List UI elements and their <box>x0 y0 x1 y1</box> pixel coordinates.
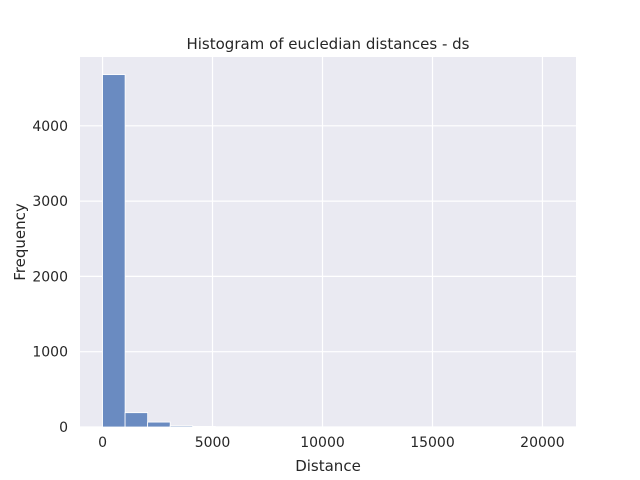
y-tick-label: 2000 <box>32 269 68 285</box>
bars <box>102 74 554 428</box>
chart-title: Histogram of eucledian distances - ds <box>186 35 469 53</box>
y-axis-label: Frequency <box>11 203 29 281</box>
histogram-bar <box>169 425 194 428</box>
x-tick-label: 15000 <box>410 435 455 451</box>
x-axis-label: Distance <box>295 457 361 475</box>
y-tick-label: 4000 <box>32 119 68 135</box>
x-tick-label: 10000 <box>300 435 345 451</box>
x-tick-labels: 0 5000 10000 15000 20000 <box>98 435 565 451</box>
x-tick-label: 0 <box>98 435 107 451</box>
y-tick-labels: 0 1000 2000 3000 4000 <box>32 119 68 436</box>
histogram-bar <box>192 425 216 428</box>
plot-area <box>80 57 576 427</box>
y-tick-label: 1000 <box>32 345 68 361</box>
y-tick-label: 3000 <box>32 194 68 210</box>
histogram-bar <box>124 412 149 428</box>
x-tick-label: 5000 <box>195 435 231 451</box>
histogram-bar <box>147 421 171 428</box>
x-tick-label: 20000 <box>520 435 565 451</box>
y-tick-label: 0 <box>59 420 68 436</box>
histogram-bar <box>102 74 126 428</box>
